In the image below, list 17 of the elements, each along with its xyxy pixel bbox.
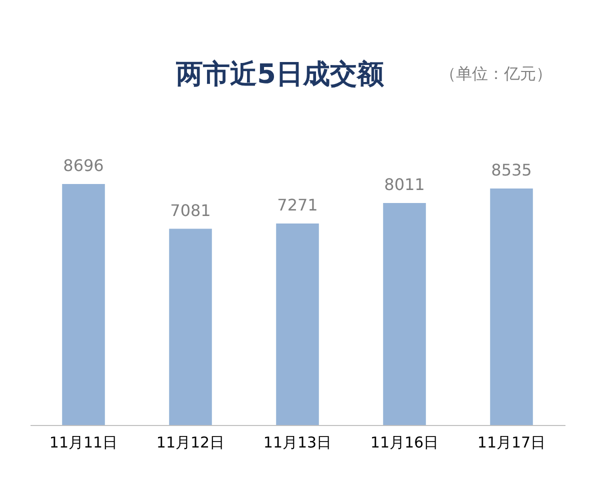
x-tick-label: 11月12日 [156, 434, 225, 452]
data-label: 8011 [384, 174, 425, 194]
x-tick-label: 11月11日 [49, 434, 118, 452]
x-tick-label: 11月17日 [477, 434, 546, 452]
x-tick-label: 11月16日 [370, 434, 439, 452]
x-tick-label: 11月13日 [263, 434, 332, 452]
chart-title: 两市近5日成交额 [175, 58, 385, 92]
bar [62, 184, 105, 425]
bar [169, 228, 212, 425]
data-label: 8535 [491, 160, 532, 180]
data-label: 7081 [170, 200, 211, 220]
bar [276, 223, 319, 425]
data-label: 7271 [277, 195, 318, 214]
data-label: 8696 [63, 156, 104, 175]
bar [490, 188, 533, 425]
bar [383, 202, 426, 425]
chart-subtitle: （单位：亿元） [440, 64, 552, 85]
